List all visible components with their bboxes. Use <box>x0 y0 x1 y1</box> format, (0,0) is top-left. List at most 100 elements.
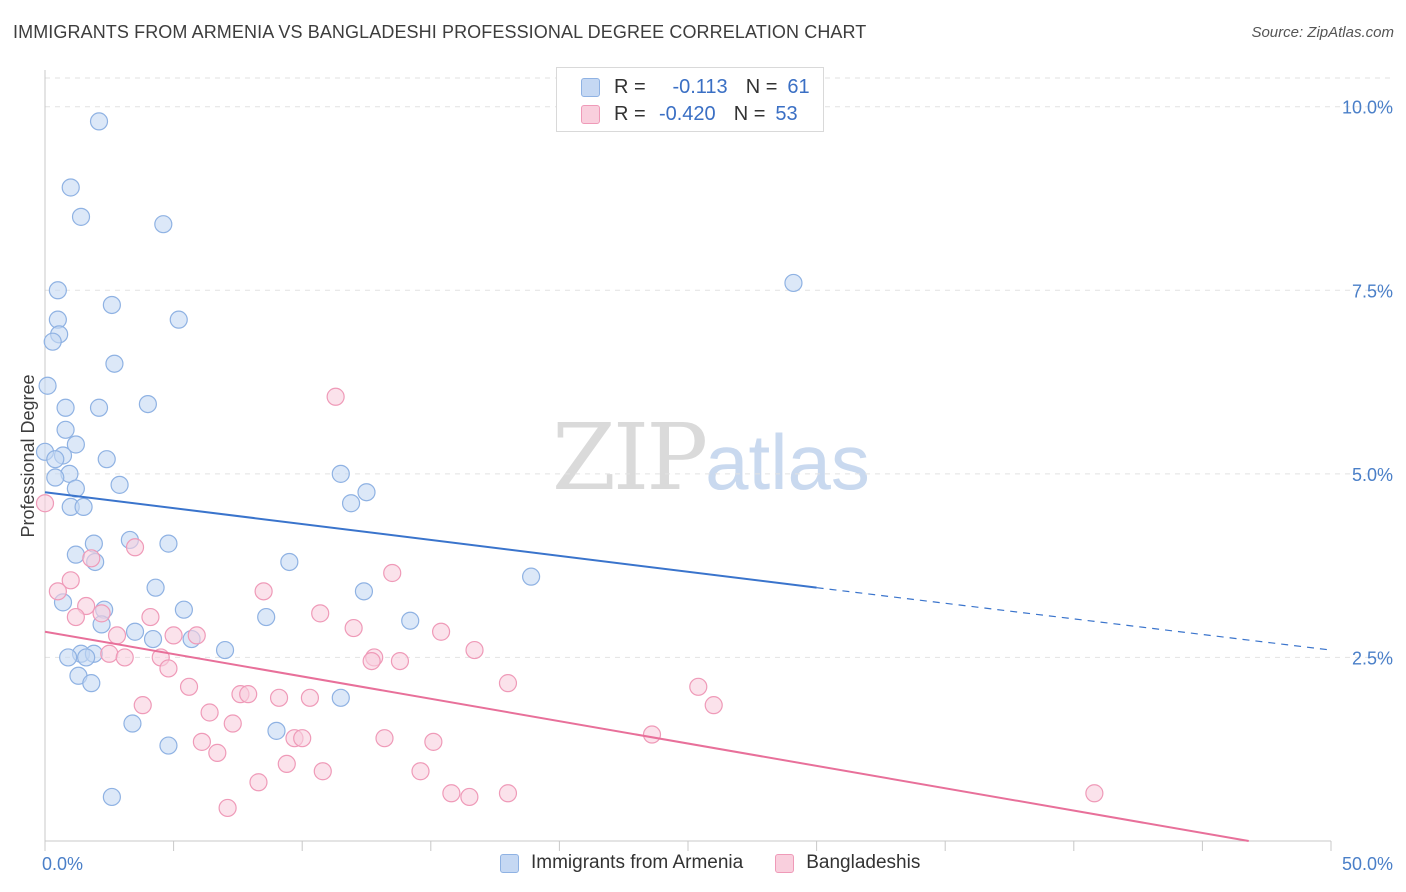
data-point <box>269 688 289 707</box>
data-point <box>43 332 62 351</box>
bangladeshi-swatch <box>775 853 795 873</box>
data-point <box>66 607 85 627</box>
data-point <box>123 714 142 733</box>
data-point <box>218 798 237 818</box>
data-point <box>331 688 350 707</box>
data-point <box>375 729 394 748</box>
data-point <box>125 622 145 641</box>
data-point <box>89 112 109 131</box>
data-point <box>280 552 299 572</box>
y-tick-label: 7.5% <box>1352 281 1393 301</box>
data-point <box>411 762 430 781</box>
data-point <box>38 376 57 395</box>
data-point <box>82 549 101 568</box>
data-point <box>154 215 173 234</box>
watermark-atlas: atlas <box>705 418 870 506</box>
data-point <box>239 685 258 704</box>
series-armenia-points <box>35 112 803 807</box>
legend-item-bangladeshi: Bangladeshis <box>775 852 920 874</box>
armenia-swatch <box>500 853 519 873</box>
data-point <box>344 618 363 638</box>
data-point <box>254 582 273 601</box>
data-point <box>110 475 129 494</box>
data-point <box>689 677 708 696</box>
armenia-trend-line <box>44 491 817 589</box>
r-label: R = <box>614 75 646 98</box>
r-label: R = <box>614 102 646 125</box>
data-point <box>1085 784 1104 803</box>
data-point <box>115 648 134 667</box>
data-point <box>784 273 803 293</box>
data-point <box>59 648 78 667</box>
bangladeshi-swatch <box>581 104 600 124</box>
chart-title: IMMIGRANTS FROM ARMENIA VS BANGLADESHI P… <box>13 22 867 42</box>
data-point <box>341 494 361 513</box>
data-point <box>267 721 286 740</box>
data-point <box>642 725 662 744</box>
data-point <box>125 538 145 557</box>
data-point <box>354 582 374 601</box>
r-value: -0.113 <box>672 75 728 98</box>
data-point <box>293 729 312 748</box>
data-point <box>498 784 518 803</box>
data-point <box>74 497 93 516</box>
data-point <box>77 648 96 667</box>
data-point <box>92 604 111 623</box>
series-legend: Immigrants from Armenia Bangladeshis <box>500 852 952 874</box>
data-point <box>249 773 268 792</box>
y-tick-label: 2.5% <box>1352 648 1393 668</box>
data-point <box>82 674 101 693</box>
data-point <box>141 607 160 627</box>
bangladeshi-trend-line <box>44 630 1249 842</box>
data-point <box>102 295 121 315</box>
series-bangladeshi-points <box>35 387 1104 818</box>
data-point <box>46 450 65 469</box>
legend-label: Immigrants from Armenia <box>531 852 744 873</box>
data-point <box>102 787 121 807</box>
data-point <box>146 578 165 597</box>
tick-labels: 2.5% 5.0% 7.5% 10.0% 0.0% 50.0% <box>42 98 1393 874</box>
data-point <box>61 178 80 197</box>
stats-legend-row-armenia: R = -0.113 N = 61 <box>581 74 810 100</box>
data-point <box>56 398 75 417</box>
armenia-trend-extrapolation <box>816 587 1332 651</box>
data-point <box>313 762 332 781</box>
data-point <box>100 644 119 663</box>
trend-lines <box>44 491 1332 842</box>
data-point <box>326 387 345 406</box>
data-point <box>174 600 193 619</box>
data-point <box>46 468 65 487</box>
data-point <box>383 563 402 583</box>
legend-item-armenia: Immigrants from Armenia <box>500 852 743 874</box>
x-tick-label: 50.0% <box>1342 854 1393 874</box>
data-point <box>179 677 199 696</box>
data-point <box>362 651 381 671</box>
gridlines <box>45 77 1392 658</box>
data-point <box>208 743 227 762</box>
axes <box>44 70 1332 851</box>
data-point <box>390 651 410 671</box>
data-point <box>84 534 103 553</box>
source-credit: Source: ZipAtlas.com <box>1251 24 1394 41</box>
data-point <box>138 395 157 414</box>
data-point <box>66 545 85 564</box>
data-point <box>704 696 723 715</box>
data-point <box>89 398 109 417</box>
data-point <box>331 464 350 483</box>
n-label: N = <box>733 102 766 125</box>
data-point <box>107 626 127 645</box>
data-point <box>223 714 242 733</box>
data-point <box>133 696 152 715</box>
data-point <box>498 674 518 693</box>
stats-legend-row-bangladeshi: R = -0.420 N = 53 <box>581 101 798 127</box>
data-point <box>522 567 541 586</box>
data-point <box>200 703 219 722</box>
data-point <box>56 420 75 439</box>
data-point <box>465 640 484 660</box>
n-value: 61 <box>787 75 810 98</box>
data-point <box>401 611 420 630</box>
data-point <box>159 534 178 553</box>
y-tick-label: 5.0% <box>1352 465 1393 485</box>
r-value: -0.420 <box>658 102 716 125</box>
